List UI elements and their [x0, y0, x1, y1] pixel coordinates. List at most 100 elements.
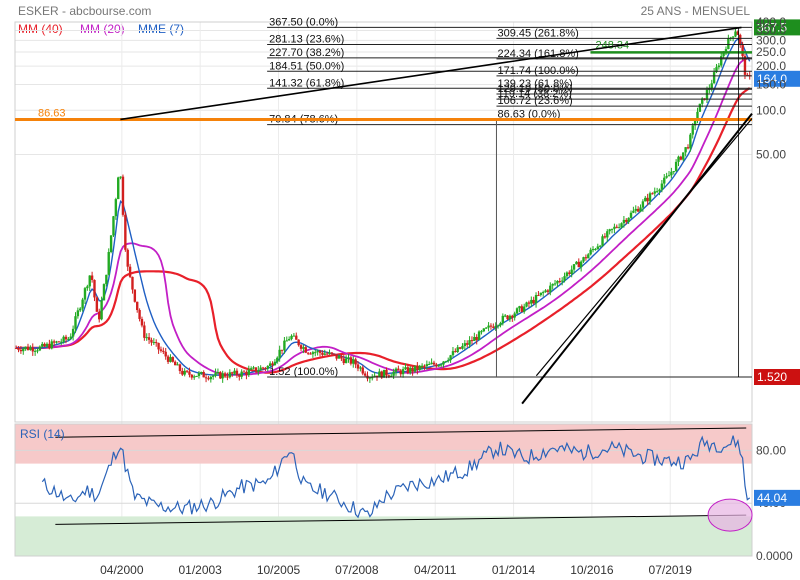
legend-mm40: MM (40) [18, 22, 63, 36]
candle-body [463, 343, 467, 346]
candle-body [349, 357, 353, 364]
price-axis-label-2: 300.0 [756, 33, 786, 47]
candle [26, 343, 30, 351]
candle [503, 314, 507, 318]
candle-body [541, 292, 545, 294]
candle [152, 338, 156, 346]
candle [57, 341, 61, 343]
candle [648, 191, 652, 205]
candle-body [461, 345, 464, 349]
candle-body [188, 371, 191, 375]
candle [159, 346, 163, 353]
candle-body [178, 364, 182, 372]
candle [368, 376, 372, 383]
candle [390, 373, 393, 377]
candle-body [373, 375, 376, 378]
candle [591, 246, 595, 253]
candle [492, 323, 495, 329]
candle [290, 334, 293, 341]
candle-body [302, 347, 305, 349]
candle [411, 366, 414, 376]
candle-body [230, 372, 234, 374]
price-axis-label-6: 100.0 [756, 103, 786, 117]
candle-body [437, 365, 440, 367]
candle-body [698, 103, 702, 112]
candle [380, 370, 383, 380]
candle-body [456, 347, 459, 352]
candle-body [295, 335, 298, 340]
candle-body [537, 295, 540, 297]
price-tag-label-2: 1.520 [757, 370, 787, 384]
candle-body [43, 343, 46, 347]
candle [518, 305, 521, 313]
candle-body [195, 375, 198, 377]
price-axis-label-3: 250.0 [756, 45, 786, 59]
candle [280, 349, 284, 355]
candle-body [368, 377, 372, 379]
candle-body [55, 341, 58, 343]
candle-body [390, 375, 393, 377]
rsi-value-tag-label: 44.04 [757, 491, 787, 505]
price-tag-label-1: 164.0 [757, 72, 787, 86]
candle [52, 339, 56, 347]
candle-body [432, 362, 436, 365]
candle-body [625, 219, 628, 222]
candle [102, 283, 106, 301]
candle [309, 352, 312, 355]
candle-body [238, 375, 241, 377]
candle [107, 248, 110, 276]
candle-body [603, 236, 607, 238]
candle [513, 311, 516, 321]
candle [273, 359, 277, 366]
candle-body [565, 272, 569, 277]
candle-body [518, 306, 521, 309]
candle-body [674, 161, 678, 172]
candle [93, 279, 96, 302]
candle-body [266, 366, 269, 369]
candle-body [157, 342, 160, 350]
candle-body [316, 350, 319, 353]
candle [435, 362, 438, 368]
candle [128, 263, 132, 279]
candle [587, 253, 590, 259]
candle-body [100, 300, 103, 320]
candle [164, 347, 167, 360]
candle [416, 362, 419, 375]
candle [627, 217, 630, 225]
candle-body [508, 315, 512, 320]
candle [240, 369, 243, 380]
candle [598, 244, 602, 248]
candle-body [553, 283, 557, 285]
candle [375, 375, 379, 381]
candle [670, 167, 673, 179]
candle-body [449, 355, 452, 361]
candle-body [570, 269, 573, 274]
candle-body [425, 364, 429, 367]
candle-body [397, 368, 400, 371]
candle-body [240, 371, 243, 377]
candle-body [114, 199, 118, 217]
candle [717, 62, 721, 70]
candle-body [273, 361, 277, 366]
candle [739, 33, 742, 48]
candle-body [503, 315, 507, 317]
candle [651, 192, 654, 195]
candle [176, 362, 179, 366]
candle [461, 343, 464, 350]
price-axis-label-5: 150.0 [756, 77, 786, 91]
candle-body [648, 193, 652, 202]
candle-body [128, 266, 132, 277]
chart-period: 25 ANS - MENSUEL [640, 4, 750, 18]
candle [207, 375, 210, 381]
candle-body [52, 341, 56, 343]
candle [667, 171, 671, 177]
fib-projection-label-2: 171.74 (100.0%) [497, 65, 578, 77]
candle-body [743, 56, 747, 75]
candle-body [176, 364, 179, 366]
candle [556, 280, 559, 288]
candle-body [447, 360, 450, 362]
candle [150, 337, 153, 346]
candle-body [715, 67, 718, 73]
candle-body [532, 299, 535, 304]
candle-body [254, 367, 258, 372]
